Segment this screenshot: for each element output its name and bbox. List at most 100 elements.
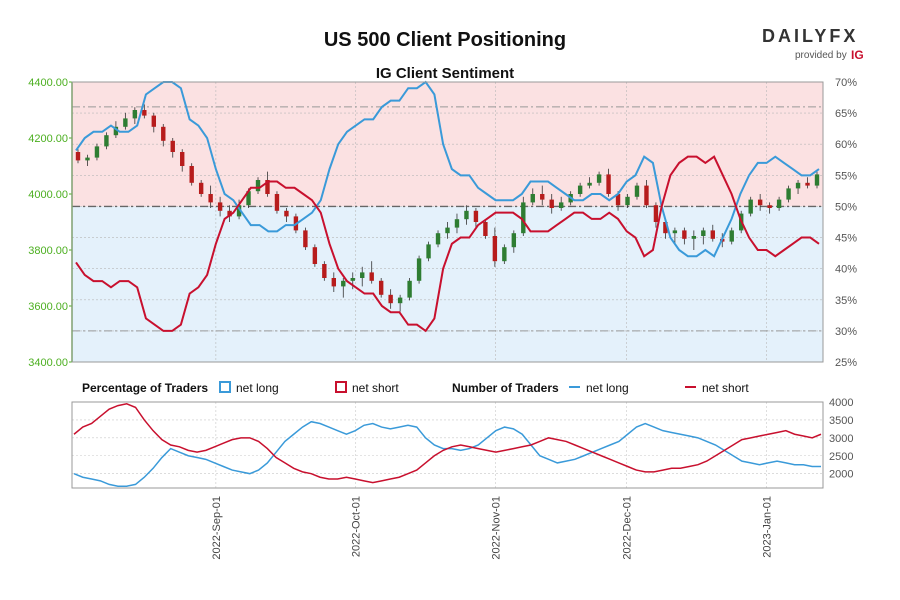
candle-body [369,272,374,281]
candle-body [303,230,308,248]
candle-body [625,196,630,206]
candle-body [236,205,242,217]
dailyfx-logo: DAILYFX provided by IG [762,26,864,62]
bottom-gridlines [72,401,823,488]
candle-body [85,157,90,161]
candle-body [521,202,526,234]
candle-body [161,126,166,141]
date-label: 2022-Sep-01 [211,496,223,560]
candle-body [416,258,422,281]
provided-by-text: provided by [795,50,847,61]
candle-body [767,205,772,208]
candlesticks [75,104,820,312]
date-label: 2023-Jan-01 [762,496,774,558]
candle-body [464,210,469,220]
candle-body [170,140,175,152]
candle-body [672,230,678,234]
date-label: 2022-Nov-01 [491,496,503,560]
right-tick-label: 45% [835,233,857,245]
candle-body [208,194,213,203]
candle-body [540,194,545,200]
right-tick-label: 30% [835,326,857,338]
trader-count-panel: 4000 3500 3000 2500 2000 [71,397,853,489]
reference-lines [72,106,823,332]
candle-body [530,194,535,203]
candle-body [227,210,232,217]
bottom-frame [71,401,824,489]
legend-pct-title: Percentage of Traders [82,381,208,395]
right-tick-label: 25% [835,357,857,369]
net-long-count-line [73,420,821,487]
legend-pct-long: net long [236,381,279,395]
candle-body [274,194,280,211]
candle-body [75,152,81,161]
legend-num-short: net short [702,381,749,395]
chart-title: US 500 Client Positioning [324,29,566,51]
candle-body [123,118,128,127]
percentage-lines [75,80,820,333]
candle-body [94,146,100,158]
candle-body [587,182,592,186]
date-axis-labels: 2022-Sep-01 2022-Oct-01 2022-Nov-01 2022-De… [211,496,774,560]
left-tick-label: 3600.00 [28,301,68,313]
date-label: 2022-Oct-01 [351,496,363,557]
candle-body [710,230,715,239]
candle-body [691,236,697,239]
candle-body [407,280,412,298]
candle-body [331,278,337,287]
candle-body [492,236,498,262]
legend-num-long: net long [586,381,629,395]
candle-body [435,233,441,245]
chart-subtitle: IG Client Sentiment [376,65,514,82]
trader-count-lines [73,403,822,487]
left-axis-ticks: 4400.00 4200.00 4000.00 3800.00 3600.00 3400.… [28,77,73,369]
candle-body [454,219,460,228]
left-tick-label: 4000.00 [28,189,68,201]
legend: Percentage of Traders net long net short… [82,381,749,395]
candle-body [596,174,602,183]
candle-body [644,185,649,206]
candle-body [113,126,119,136]
candle-body [483,222,488,236]
candle-body [151,115,156,127]
right-tick-label: 55% [835,170,857,182]
bottom-tick-label: 3500 [829,415,853,427]
net-short-pct-line [75,155,820,333]
candle-body [322,264,327,278]
candle-body [445,227,450,234]
candle-body [757,199,763,206]
bottom-tick-label: 2500 [829,451,853,463]
candle-body [217,202,223,211]
candle-body [426,244,431,259]
candle-body [255,180,261,192]
candle-body [388,294,393,304]
candle-body [180,152,185,166]
candle-body [701,230,706,236]
candle-body [198,182,204,194]
bottom-tick-label: 2000 [829,469,853,481]
candle-body [265,180,270,194]
left-tick-label: 3800.00 [28,245,68,257]
candle-body [606,174,611,194]
net-short-count-line [73,403,822,484]
candle-body [473,210,479,222]
date-label: 2022-Dec-01 [622,496,634,560]
candle-body [663,222,668,234]
candle-body [558,202,564,208]
bottom-tick-label: 4000 [829,397,853,409]
ig-logo-text: IG [851,48,864,62]
candle-body [814,174,820,186]
candle-body [653,205,659,222]
candle-body [132,110,138,119]
legend-pct-long-swatch [219,381,231,393]
main-frame [71,81,824,363]
candle-body [284,210,289,217]
right-tick-label: 65% [835,108,857,120]
candle-body [682,230,687,239]
right-tick-label: 50% [835,201,857,213]
right-tick-label: 35% [835,295,857,307]
right-axis-ticks: 70% 65% 60% 55% 50% 45% 40% 35% 30% 25% [835,77,857,369]
bottom-axis-ticks: 4000 3500 3000 2500 2000 [829,397,853,481]
left-tick-label: 4400.00 [28,77,68,89]
